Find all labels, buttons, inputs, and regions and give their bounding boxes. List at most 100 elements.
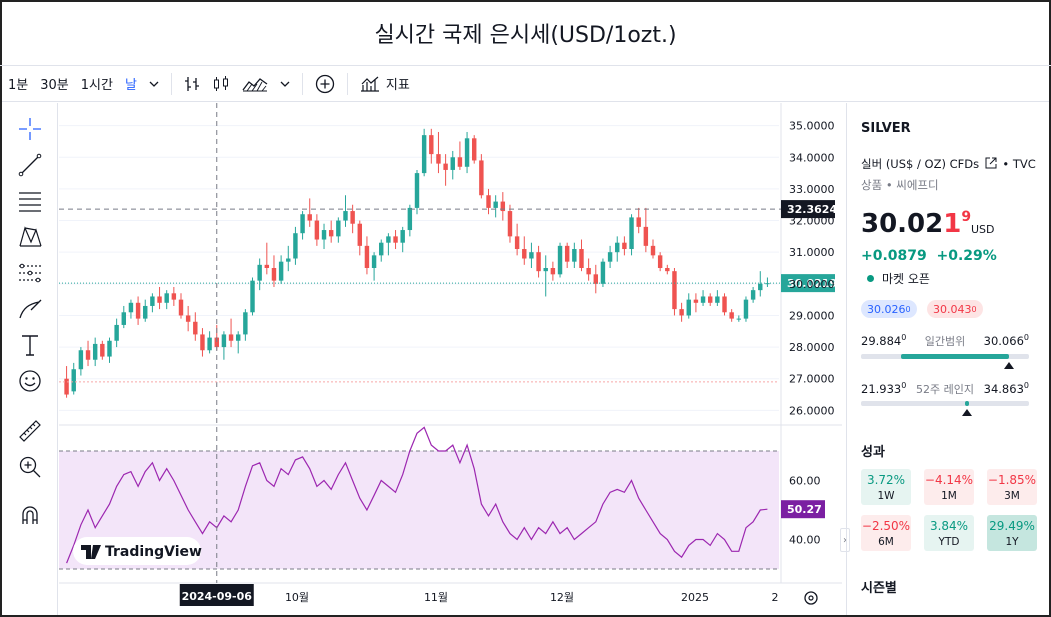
candle-body	[701, 296, 705, 302]
52wk-range-label: 52주 레인지	[916, 381, 974, 397]
interval-30m[interactable]: 30분	[34, 70, 75, 98]
area-chart-icon[interactable]	[236, 70, 274, 98]
price-axis-label: 33.0000	[789, 183, 835, 196]
add-icon[interactable]	[309, 70, 341, 98]
candle-body	[544, 268, 548, 271]
candle-body	[236, 334, 240, 340]
candle-body	[601, 262, 605, 284]
interval-1h[interactable]: 1시간	[75, 70, 119, 98]
candle-body	[207, 338, 211, 351]
candle-body	[422, 135, 426, 173]
rsi-axis-label: 40.00	[789, 534, 821, 547]
last-price: 30.0219	[861, 209, 971, 239]
performance-value: −2.50%	[862, 519, 910, 533]
candle-body	[200, 334, 204, 350]
performance-value: 29.49%	[989, 519, 1035, 533]
chart-area[interactable]: 32.3624 30.0219 50.27 2024-09-06 TradingView…	[59, 103, 842, 615]
performance-title: 성과	[861, 441, 885, 460]
candle-body	[436, 154, 440, 163]
52wk-high: 34.8630	[984, 381, 1029, 397]
status-dot-icon	[867, 275, 874, 282]
symbol-details-panel: SILVER 실버 (US$ / OZ) CFDs • TVC 상품 • 씨에프…	[846, 103, 1049, 615]
settings-icon[interactable]	[805, 592, 817, 604]
performance-1m[interactable]: −4.14% 1M	[924, 469, 974, 505]
candle-body	[186, 315, 190, 321]
candle-body	[358, 224, 362, 246]
change-pct: +0.29%	[937, 248, 997, 264]
bar-chart-icon[interactable]	[178, 70, 206, 98]
toolbar-divider	[302, 73, 303, 95]
emoji-icon[interactable]	[16, 367, 44, 395]
prediction-icon[interactable]	[16, 259, 44, 287]
candle-body	[336, 221, 340, 237]
candle-body	[257, 265, 261, 281]
performance-3m[interactable]: −1.85% 3M	[987, 469, 1037, 505]
drawing-toolbar	[2, 103, 58, 615]
candle-body	[164, 293, 168, 302]
fib-icon[interactable]	[16, 187, 44, 215]
candlestick-icon[interactable]	[206, 70, 236, 98]
candle-body	[308, 214, 312, 220]
performance-6m[interactable]: −2.50% 6M	[861, 515, 911, 551]
pattern-icon[interactable]	[16, 223, 44, 251]
candle-body	[486, 195, 490, 208]
candle-body	[458, 157, 462, 166]
candle-body	[651, 246, 655, 255]
indicators-button[interactable]: 지표	[354, 70, 416, 98]
price-axis-label: 31.0000	[789, 246, 835, 259]
candle-body	[729, 312, 733, 318]
chevron-down-icon[interactable]	[274, 70, 296, 98]
candle-body	[479, 160, 483, 195]
gear-ring	[805, 592, 817, 604]
performance-1w[interactable]: 3.72% 1W	[861, 469, 911, 505]
candle-body	[243, 312, 247, 334]
candle-body	[415, 173, 419, 208]
ask-pill: 30.043 0	[927, 300, 983, 318]
candle-body	[107, 341, 111, 357]
indicators-label: 지표	[386, 74, 410, 93]
interval-1d[interactable]: 날	[119, 70, 143, 98]
zoom-in-icon[interactable]	[16, 453, 44, 481]
trend-line-icon[interactable]	[16, 151, 44, 179]
candle-body	[279, 262, 283, 281]
ruler-icon[interactable]	[16, 417, 44, 445]
candle-body	[522, 249, 526, 258]
external-link-icon[interactable]	[985, 157, 997, 172]
performance-1y[interactable]: 29.49% 1Y	[987, 515, 1037, 551]
performance-ytd[interactable]: 3.84% YTD	[924, 515, 974, 551]
interval-1m[interactable]: 1분	[2, 70, 34, 98]
candle-body	[79, 350, 83, 369]
performance-period: YTD	[939, 536, 960, 548]
price-axis-label: 35.0000	[789, 120, 835, 133]
ask-sup: 0	[972, 305, 977, 314]
price-axis-label: 27.0000	[789, 373, 835, 386]
price-axis-label: 28.0000	[789, 341, 835, 354]
bid-sup: 0	[906, 305, 911, 314]
magnet-icon[interactable]	[16, 501, 44, 529]
chevron-down-icon[interactable]	[143, 70, 165, 98]
candle-body	[122, 312, 126, 325]
candle-body	[529, 252, 533, 258]
rsi-axis-label: 60.00	[789, 475, 821, 488]
candle-body	[615, 243, 619, 252]
52wk-range-bar	[861, 401, 1029, 406]
candle-body	[644, 227, 648, 246]
candle-body	[594, 274, 598, 283]
price-chart[interactable]: 32.3624 30.0219 50.27 2024-09-06 TradingView…	[59, 103, 842, 615]
candle-body	[758, 284, 762, 290]
candle-body	[157, 296, 161, 302]
text-icon[interactable]	[16, 331, 44, 359]
brush-icon[interactable]	[16, 295, 44, 323]
candle-body	[343, 211, 347, 220]
candle-body	[694, 300, 698, 303]
price-currency: USD	[971, 223, 995, 236]
52wk-low: 21.9330	[861, 381, 906, 397]
time-axis-label: 2	[772, 591, 779, 604]
candle-body	[272, 268, 276, 281]
candle-body	[622, 243, 626, 249]
candle-body	[322, 230, 326, 239]
price-last-digit: 1	[943, 209, 961, 239]
crosshair-icon[interactable]	[16, 115, 44, 143]
day-range-marker-icon	[1004, 362, 1014, 369]
candle-body	[408, 208, 412, 230]
